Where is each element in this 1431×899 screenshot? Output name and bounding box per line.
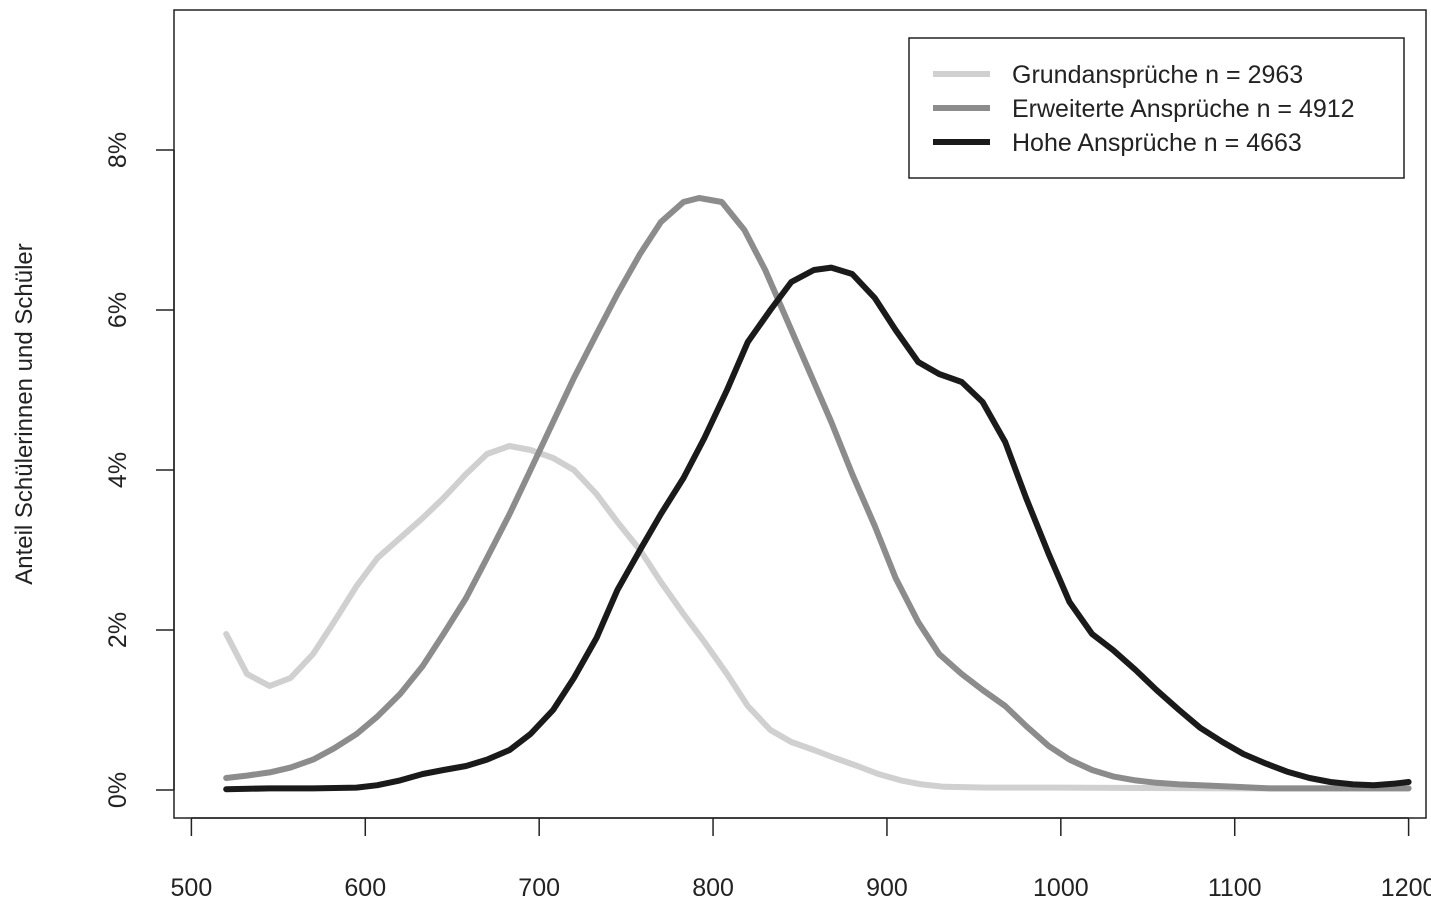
x-tick-label: 1200 — [1381, 874, 1431, 899]
y-axis-label: Anteil Schülerinnen und Schüler — [11, 243, 38, 585]
y-tick-label: 8% — [104, 132, 132, 168]
y-tick-label: 4% — [104, 452, 132, 488]
y-tick-label: 6% — [104, 292, 132, 328]
series-line-1 — [223, 443, 1412, 792]
y-tick-label: 0% — [104, 772, 132, 808]
legend-label: Hohe Ansprüche n = 4663 — [1012, 129, 1302, 157]
legend-label: Erweiterte Ansprüche n = 4912 — [1012, 95, 1355, 123]
plot-frame — [173, 9, 1427, 819]
y-tick-label: 2% — [104, 612, 132, 648]
series-lines — [223, 195, 1412, 793]
legend-box — [908, 37, 1405, 179]
x-tick-label: 900 — [866, 874, 908, 899]
series-line-3 — [223, 264, 1412, 793]
x-tick-label: 1000 — [1033, 874, 1089, 899]
x-tick-label: 500 — [171, 874, 213, 899]
x-tick-label: 1100 — [1208, 874, 1262, 899]
x-tick-label: 800 — [692, 874, 734, 899]
x-tick-label: 600 — [344, 874, 386, 899]
legend-label: Grundansprüche n = 2963 — [1012, 61, 1303, 89]
legend: Grundansprüche n = 2963 Erweiterte Ansprü… — [908, 37, 1405, 179]
x-tick-label: 700 — [518, 874, 560, 899]
series-line-2 — [223, 195, 1412, 792]
